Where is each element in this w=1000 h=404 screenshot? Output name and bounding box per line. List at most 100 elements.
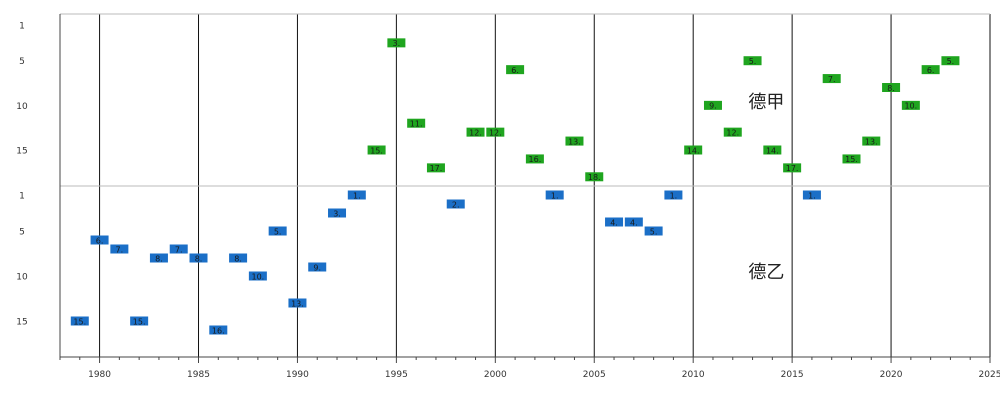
position-marker — [941, 56, 960, 66]
position-marker — [130, 316, 149, 326]
position-marker — [703, 100, 722, 110]
position-label: 3. — [333, 209, 341, 218]
position-marker — [268, 226, 287, 236]
position-marker — [70, 316, 89, 326]
position-label: 6. — [927, 66, 935, 75]
position-marker — [644, 226, 663, 236]
position-marker — [209, 325, 228, 335]
position-label: 9. — [313, 263, 321, 272]
position-label: 13. — [568, 137, 581, 146]
position-label: 7. — [828, 75, 836, 84]
position-label: 15. — [133, 317, 146, 326]
position-marker — [802, 190, 821, 200]
position-label: 7. — [116, 245, 124, 254]
position-label: 6. — [96, 236, 104, 245]
position-marker — [585, 172, 604, 182]
position-label: 12. — [726, 128, 739, 137]
y-tick-label: 15 — [16, 318, 27, 328]
position-marker — [426, 163, 445, 173]
position-label: 15. — [370, 146, 383, 155]
position-marker — [387, 38, 406, 48]
position-label: 18. — [588, 173, 601, 182]
position-label: 16. — [212, 326, 225, 335]
position-marker — [783, 163, 802, 173]
x-tick-label: 1995 — [385, 370, 408, 380]
position-label: 3. — [393, 39, 401, 48]
position-marker — [921, 65, 940, 75]
position-marker — [525, 154, 544, 164]
position-marker — [486, 127, 505, 137]
position-label: 11. — [410, 120, 423, 129]
position-label: 9. — [709, 102, 717, 111]
position-label: 8. — [887, 84, 895, 93]
position-marker — [901, 100, 920, 110]
position-label: 4. — [610, 218, 618, 227]
position-label: 15. — [73, 317, 86, 326]
position-label: 12. — [489, 128, 502, 137]
position-label: 8. — [234, 254, 242, 263]
position-marker — [149, 253, 168, 263]
x-tick-label: 2025 — [979, 370, 1000, 380]
position-marker — [842, 154, 861, 164]
position-label: 5. — [947, 57, 955, 66]
position-label: 1. — [353, 191, 361, 200]
position-marker — [189, 253, 208, 263]
position-label: 13. — [865, 137, 878, 146]
y-tick-label: 1 — [19, 22, 25, 32]
position-label: 1. — [551, 191, 559, 200]
position-label: 6. — [511, 66, 519, 75]
position-label: 17. — [786, 164, 799, 173]
position-marker — [367, 145, 386, 155]
y-tick-label: 10 — [16, 273, 28, 283]
panel-name-label: 德乙 — [748, 262, 784, 283]
x-tick-label: 1985 — [187, 370, 210, 380]
position-label: 10. — [904, 102, 917, 111]
position-marker — [229, 253, 248, 263]
position-label: 1. — [808, 191, 816, 200]
x-tick-label: 2000 — [484, 370, 507, 380]
x-tick-label: 2020 — [880, 370, 903, 380]
position-label: 5. — [749, 57, 757, 66]
position-marker — [723, 127, 742, 137]
position-marker — [169, 244, 188, 254]
position-marker — [743, 56, 762, 66]
y-tick-label: 1 — [19, 192, 25, 202]
x-tick-label: 1990 — [286, 370, 309, 380]
position-label: 5. — [650, 227, 658, 236]
position-label: 7. — [175, 245, 183, 254]
position-marker — [347, 190, 366, 200]
position-marker — [248, 271, 267, 281]
position-marker — [308, 262, 327, 272]
position-marker — [605, 217, 624, 227]
position-label: 14. — [766, 146, 779, 155]
position-label: 16. — [529, 155, 542, 164]
y-tick-label: 5 — [19, 57, 25, 67]
position-marker — [110, 244, 129, 254]
y-tick-label: 5 — [19, 228, 25, 238]
x-tick-label: 1980 — [88, 370, 111, 380]
position-marker — [545, 190, 564, 200]
position-label: 8. — [155, 254, 163, 263]
position-marker — [466, 127, 485, 137]
position-marker — [763, 145, 782, 155]
position-label: 14. — [687, 146, 700, 155]
position-marker — [624, 217, 643, 227]
x-tick-label: 2005 — [583, 370, 606, 380]
position-label: 15. — [845, 155, 858, 164]
position-label: 5. — [274, 227, 282, 236]
position-label: 2. — [452, 200, 460, 209]
position-marker — [684, 145, 703, 155]
y-tick-label: 10 — [16, 102, 28, 112]
position-marker — [882, 83, 901, 92]
position-marker — [822, 74, 841, 84]
position-marker — [90, 235, 109, 245]
position-label: 13. — [291, 299, 304, 308]
x-tick-label: 2010 — [682, 370, 705, 380]
position-label: 10. — [252, 272, 265, 281]
position-marker — [664, 190, 683, 200]
y-tick-label: 15 — [16, 147, 27, 157]
position-label: 17. — [430, 164, 443, 173]
position-marker — [407, 118, 426, 128]
